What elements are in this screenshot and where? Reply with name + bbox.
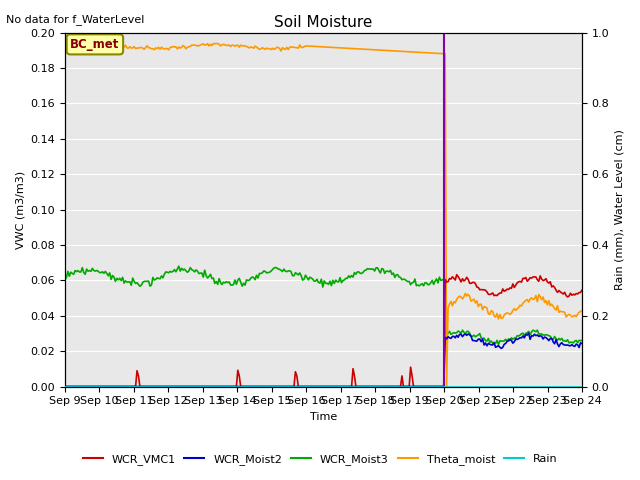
Legend: WCR_VMC1, WCR_Moist2, WCR_Moist3, Theta_moist, Rain: WCR_VMC1, WCR_Moist2, WCR_Moist3, Theta_… [78,450,562,469]
Y-axis label: VWC (m3/m3): VWC (m3/m3) [15,170,25,249]
Text: BC_met: BC_met [70,38,120,51]
Y-axis label: Rain (mm), Water Level (cm): Rain (mm), Water Level (cm) [615,129,625,290]
X-axis label: Time: Time [310,412,337,422]
Title: Soil Moisture: Soil Moisture [275,15,372,30]
Text: No data for f_WaterLevel: No data for f_WaterLevel [6,14,145,25]
